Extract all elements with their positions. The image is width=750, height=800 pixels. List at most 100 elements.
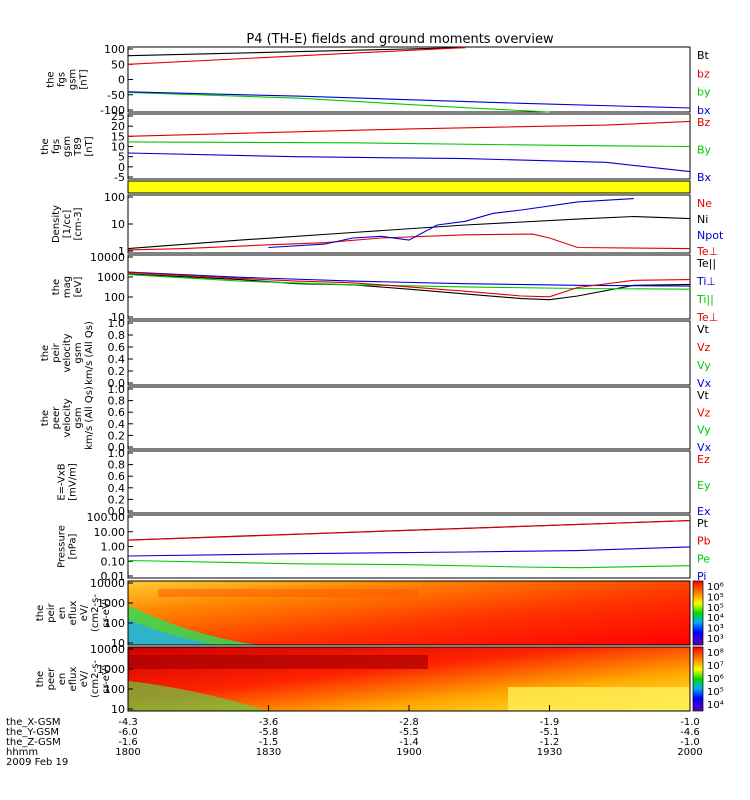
legend-Vt: Vt — [697, 389, 710, 402]
y-tick-label: 10.00 — [94, 526, 126, 539]
y-axis-label: eflux — [68, 667, 79, 692]
y-tick-label: -50 — [107, 89, 125, 102]
x-tick-label: -5.1 — [540, 727, 560, 738]
colorbar-label: 10³ — [707, 634, 724, 645]
y-axis-label: gsm — [73, 342, 84, 363]
legend-Te: Te⊥ — [696, 311, 718, 324]
colorbar — [692, 580, 704, 646]
y-tick-label: 10 — [111, 218, 125, 231]
x-tick-label: -5.8 — [259, 727, 279, 738]
x-tick-label: -1.9 — [540, 717, 560, 728]
x-tick-label: -1.5 — [259, 737, 279, 748]
x-tick-label: -1.0 — [680, 717, 700, 728]
legend-Vx: Vx — [697, 377, 712, 390]
y-axis-label: Density — [51, 205, 62, 243]
y-axis-label: (cm2-s- — [90, 660, 101, 698]
y-tick-label: 1000 — [97, 597, 125, 610]
y-axis-label: Pressure — [57, 525, 68, 568]
legend-Pi: Pi — [697, 570, 706, 583]
y-tick-label: 100 — [104, 617, 125, 630]
x-tick-label: 1930 — [537, 747, 562, 758]
y-tick-label: 0.2 — [108, 429, 126, 442]
mode-bar — [127, 180, 691, 194]
panel-peir-vel: 1.00.80.60.40.20.0 the peir velocity gsm km/s… — [40, 317, 712, 390]
y-axis-label: the — [40, 345, 51, 361]
series-Ti-line — [127, 274, 691, 290]
panel-frame — [127, 450, 691, 514]
y-tick-label: 1.00 — [101, 541, 126, 554]
x-row-label: hhmm — [6, 747, 38, 758]
series-Bx-line — [127, 152, 691, 173]
legend-Vx: Vx — [697, 441, 712, 454]
y-axis-label: velocity — [62, 398, 73, 437]
legend-Bz: Bz — [697, 116, 711, 129]
y-axis-label: eflux — [68, 601, 79, 626]
series-bx-line — [127, 91, 691, 109]
y-tick-label: 15 — [111, 130, 125, 143]
x-row-label: the_Z-GSM — [6, 737, 61, 748]
y-axis-label: (cm2-s- — [90, 594, 101, 632]
y-axis-label: E=-VxB — [57, 463, 68, 500]
y-axis-label: the — [35, 605, 46, 621]
panel-frame — [127, 46, 691, 113]
series-Ni-line — [127, 215, 691, 250]
x-tick-label: -5.5 — [399, 727, 419, 738]
legend-Bx: Bx — [697, 171, 712, 184]
y-tick-label: 1000 — [97, 663, 125, 676]
legend-Vt: Vt — [697, 323, 710, 336]
x-tick-label: -4.6 — [680, 727, 700, 738]
y-axis-label: [eV] — [73, 277, 84, 298]
y-tick-label: -100 — [100, 104, 125, 117]
series-Pi-line — [127, 546, 691, 557]
legend-Te: Te⊥ — [696, 245, 718, 258]
y-axis-label: the — [51, 279, 62, 295]
legend-Pt: Pt — [697, 517, 709, 530]
y-tick-label: -5 — [114, 171, 125, 184]
chart-title: P4 (TH-E) fields and ground moments over… — [246, 32, 554, 47]
y-tick-label: 100 — [104, 683, 125, 696]
y-axis-label: the — [40, 138, 51, 154]
series-Pe-line — [127, 559, 691, 569]
y-tick-label: 0.4 — [108, 418, 126, 431]
y-tick-label: 0.2 — [108, 493, 126, 506]
y-tick-label: 100 — [104, 291, 125, 304]
x-row-label: the_Y-GSM — [6, 727, 59, 738]
low-energy-core — [128, 619, 218, 645]
y-tick-label: 0.10 — [101, 555, 126, 568]
y-tick-label: 0.6 — [108, 470, 126, 483]
colorbar-label: 10⁶ — [707, 674, 724, 685]
y-axis-label: km/s (All Qs) — [84, 386, 95, 450]
colorbar — [692, 646, 704, 712]
y-tick-label: 10000 — [90, 643, 125, 656]
y-axis-label: fgs — [51, 139, 62, 154]
x-tick-label: 1900 — [396, 747, 421, 758]
panel-frame — [127, 386, 691, 450]
high-energy-band — [158, 589, 418, 597]
x-tick-label: -2.8 — [399, 717, 419, 728]
y-tick-label: 0.8 — [108, 329, 126, 342]
colorbar-label: 10³ — [707, 624, 724, 635]
y-tick-label: 0.6 — [108, 406, 126, 419]
legend-Vy: Vy — [697, 359, 711, 372]
y-axis-label: peer — [51, 406, 62, 430]
y-axis-label: en — [57, 607, 68, 620]
colorbar-label: 10⁸ — [707, 648, 724, 659]
y-axis-label: velocity — [62, 333, 73, 372]
y-tick-label: 0.6 — [108, 341, 126, 354]
colorbar-label: 10⁷ — [707, 661, 724, 672]
legend-Vz: Vz — [697, 406, 711, 419]
legend-Npot: Npot — [697, 229, 724, 242]
y-tick-label: 100 — [104, 43, 125, 56]
y-tick-label: 10000 — [90, 577, 125, 590]
y-axis-label: T89 — [73, 137, 84, 157]
x-tick-label: -1.2 — [540, 737, 560, 748]
y-axis-label: peir — [51, 342, 62, 362]
y-tick-label: 0 — [118, 74, 125, 87]
series-by-line — [127, 91, 550, 113]
legend-By: By — [697, 144, 712, 157]
colorbar-label: 10⁶ — [707, 582, 724, 593]
y-tick-label: 1.0 — [108, 447, 126, 460]
